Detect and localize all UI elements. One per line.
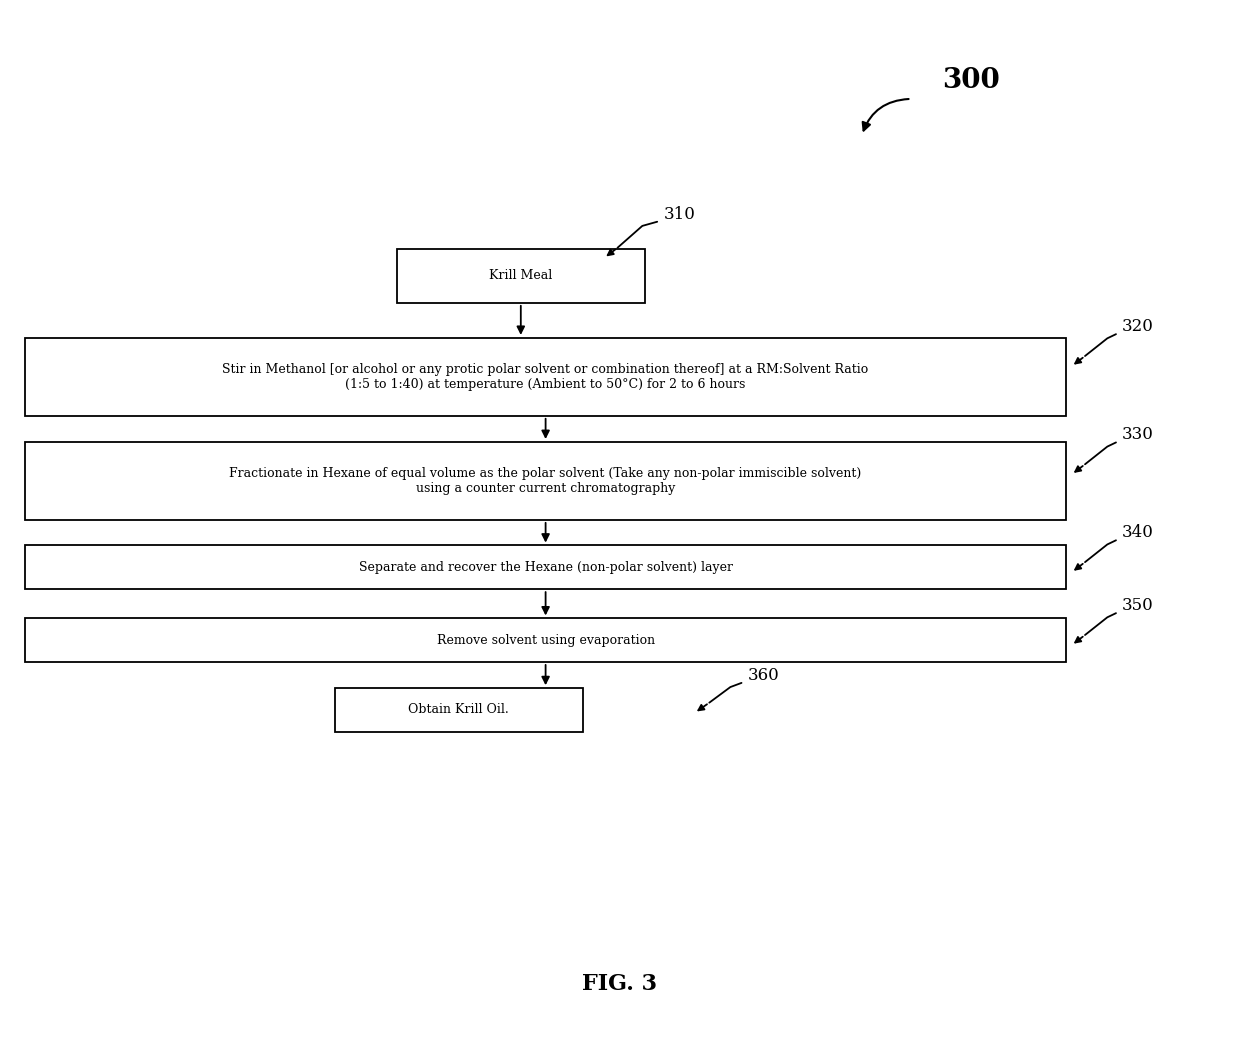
Text: Fractionate in Hexane of equal volume as the polar solvent (Take any non-polar i: Fractionate in Hexane of equal volume as… bbox=[229, 467, 862, 494]
Text: Separate and recover the Hexane (non-polar solvent) layer: Separate and recover the Hexane (non-pol… bbox=[358, 561, 733, 574]
Text: 310: 310 bbox=[663, 206, 696, 223]
Text: 360: 360 bbox=[748, 667, 780, 684]
FancyBboxPatch shape bbox=[25, 441, 1066, 519]
Text: 350: 350 bbox=[1122, 598, 1154, 614]
Text: Krill Meal: Krill Meal bbox=[489, 270, 553, 282]
FancyBboxPatch shape bbox=[397, 249, 645, 303]
Text: 320: 320 bbox=[1122, 319, 1154, 335]
Text: Obtain Krill Oil.: Obtain Krill Oil. bbox=[408, 704, 510, 716]
FancyBboxPatch shape bbox=[25, 545, 1066, 589]
Text: 300: 300 bbox=[942, 68, 1001, 95]
Text: FIG. 3: FIG. 3 bbox=[583, 972, 657, 995]
FancyBboxPatch shape bbox=[25, 337, 1066, 416]
FancyBboxPatch shape bbox=[335, 688, 583, 732]
Text: 340: 340 bbox=[1122, 525, 1154, 541]
Text: Stir in Methanol [or alcohol or any protic polar solvent or combination thereof]: Stir in Methanol [or alcohol or any prot… bbox=[222, 363, 869, 390]
Text: 330: 330 bbox=[1122, 427, 1154, 443]
Text: Remove solvent using evaporation: Remove solvent using evaporation bbox=[436, 634, 655, 646]
FancyBboxPatch shape bbox=[25, 618, 1066, 662]
